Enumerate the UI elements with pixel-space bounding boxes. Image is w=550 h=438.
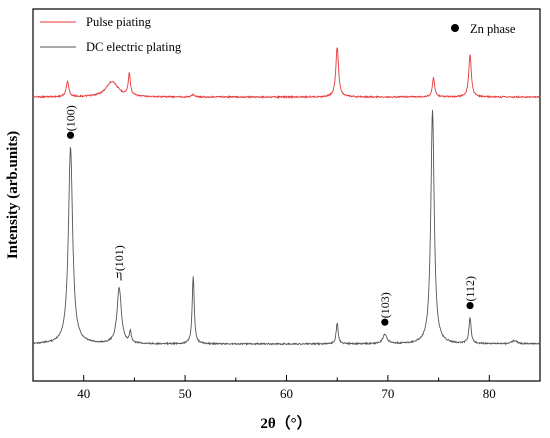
zn-peak-marker-3 xyxy=(466,301,474,310)
zn-phase-marker xyxy=(451,24,459,32)
peak-label-2: (103) xyxy=(378,292,392,318)
annotation-layer: (100) η(101) (103) (112) xyxy=(64,105,477,326)
series-layer xyxy=(32,47,541,346)
legend-label-pulse: Pulse piating xyxy=(86,15,152,29)
x-tick-label-60: 60 xyxy=(280,386,293,401)
legend: Pulse piating DC electric plating xyxy=(40,15,182,54)
x-tick-label-50: 50 xyxy=(179,386,192,401)
series-line-0 xyxy=(32,47,541,100)
legend-label-dc: DC electric plating xyxy=(86,40,182,54)
eta-peak-marker: η xyxy=(116,267,122,281)
peak-label-0: (100) xyxy=(64,105,78,131)
series-line-1 xyxy=(32,109,541,346)
peak-label-1: (101) xyxy=(112,245,126,271)
y-axis-title: Intensity (arb.units) xyxy=(5,131,21,259)
zn-phase-label: Zn phase xyxy=(470,22,516,36)
x-axis: 40 50 60 70 80 xyxy=(32,375,541,401)
zn-peak-marker-0 xyxy=(66,131,75,139)
phase-legend: Zn phase xyxy=(451,22,516,36)
x-tick-label-40: 40 xyxy=(77,386,90,401)
x-axis-title: 2θ（°） xyxy=(260,414,311,432)
x-tick-label-80: 80 xyxy=(483,386,496,401)
peak-label-3: (112) xyxy=(463,276,477,302)
plot-frame xyxy=(32,8,541,382)
zn-peak-marker-2 xyxy=(381,318,389,326)
x-tick-label-70: 70 xyxy=(381,386,394,401)
